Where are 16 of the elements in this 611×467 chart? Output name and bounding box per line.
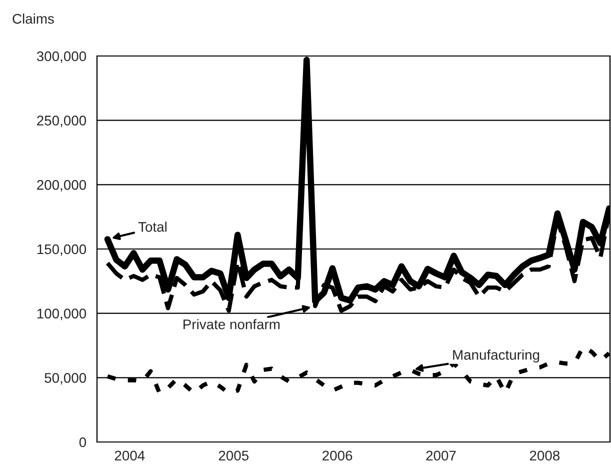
y-tick-label: 0 <box>79 437 86 448</box>
y-tick-label: 50,000 <box>44 373 86 384</box>
x-tick-label: 2006 <box>322 450 352 461</box>
y-tick-label: 300,000 <box>36 51 86 63</box>
legend-label: Total <box>138 222 166 232</box>
y-axis-title: Claims <box>12 14 54 24</box>
y-tick-label: 200,000 <box>37 180 86 192</box>
y-tick-label: 150,000 <box>37 244 86 256</box>
x-tick-label: 2008 <box>530 450 560 461</box>
y-tick-label: 100,000 <box>37 308 86 320</box>
x-tick-label: 2005 <box>218 450 248 461</box>
x-tick-label: 2007 <box>426 450 456 461</box>
y-tick-label: 250,000 <box>37 116 86 128</box>
series-label: Manufacturing <box>453 350 540 363</box>
x-tick-label: 2004 <box>114 450 145 461</box>
series-label: Private nonfarm <box>184 319 280 330</box>
